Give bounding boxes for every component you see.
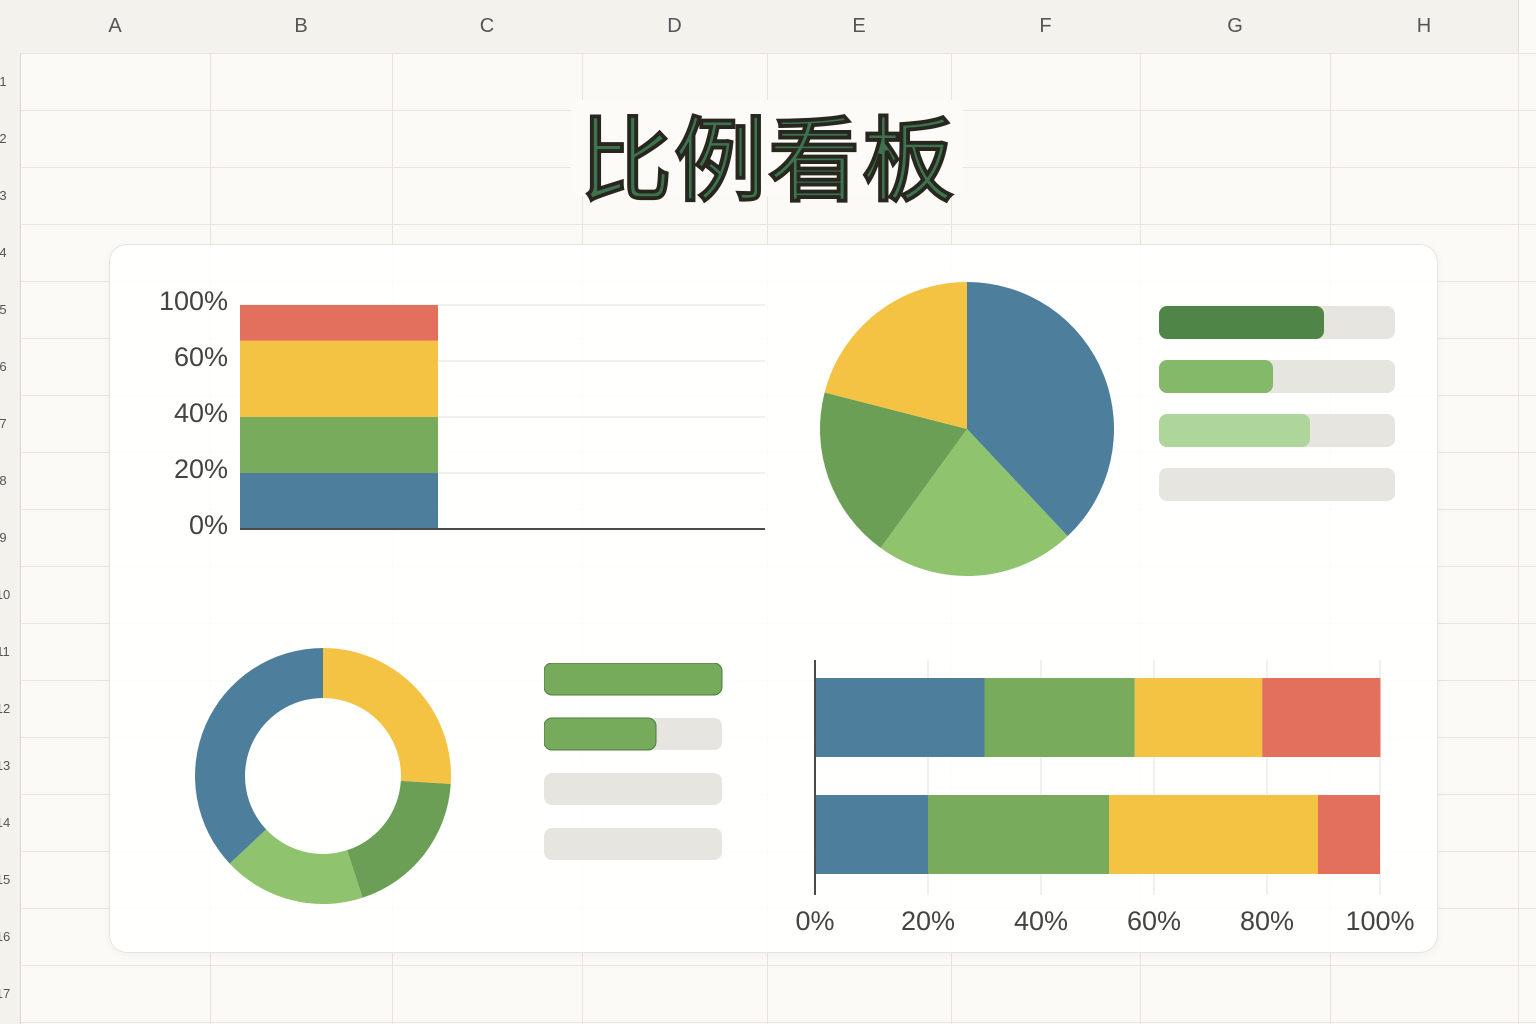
svg-text:20%: 20% <box>174 454 228 484</box>
svg-text:100%: 100% <box>1345 906 1414 936</box>
svg-text:80%: 80% <box>1240 906 1294 936</box>
svg-text:0%: 0% <box>189 510 228 540</box>
svg-text:20%: 20% <box>901 906 955 936</box>
svg-text:40%: 40% <box>174 398 228 428</box>
svg-text:60%: 60% <box>174 342 228 372</box>
svg-text:40%: 40% <box>1014 906 1068 936</box>
svg-text:60%: 60% <box>1127 906 1181 936</box>
svg-text:100%: 100% <box>159 288 228 316</box>
svg-text:0%: 0% <box>795 906 834 936</box>
